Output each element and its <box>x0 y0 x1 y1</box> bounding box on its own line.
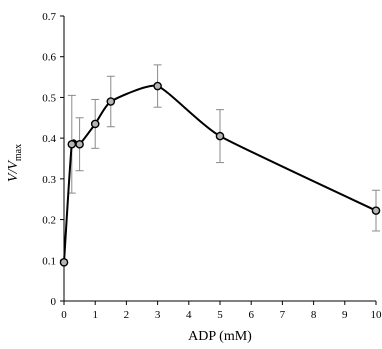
y-ticks: 0 0.1 0.2 0.3 0.4 0.5 0.6 0.7 <box>42 11 64 308</box>
y-axis-title-main: V/V <box>6 160 21 182</box>
x-tick-label: 1 <box>92 309 98 321</box>
y-tick-label: 0.2 <box>42 215 56 227</box>
x-axis: 0 1 2 3 4 5 6 7 8 9 10 <box>61 300 382 321</box>
y-tick-label: 0.4 <box>42 133 56 145</box>
x-tick-label: 5 <box>217 309 223 321</box>
x-ticks: 0 1 2 3 4 5 6 7 8 9 10 <box>61 301 382 321</box>
x-tick-label: 8 <box>311 309 317 321</box>
x-tick-label: 2 <box>124 309 130 321</box>
y-tick-label: 0 <box>51 296 57 308</box>
error-bars <box>67 64 380 232</box>
data-points <box>59 81 381 267</box>
x-axis-title: ADP (mM) <box>188 329 252 344</box>
x-tick-label: 9 <box>342 309 348 321</box>
data-point <box>67 139 77 149</box>
x-tick-label: 0 <box>61 309 67 321</box>
data-point <box>371 206 381 215</box>
y-tick-label: 0.6 <box>42 52 56 64</box>
data-point <box>75 139 84 149</box>
y-tick-label: 0.5 <box>42 92 56 104</box>
x-tick-label: 3 <box>155 309 161 321</box>
x-tick-label: 4 <box>186 309 192 321</box>
data-point <box>106 97 116 106</box>
data-point <box>215 131 225 141</box>
x-tick-label: 7 <box>280 309 286 321</box>
data-point <box>90 119 100 129</box>
x-tick-label: 6 <box>248 309 254 321</box>
plot-area <box>59 64 381 267</box>
data-point <box>153 81 162 91</box>
y-axis-title-subscript: max <box>13 144 24 161</box>
y-tick-label: 0.1 <box>42 255 56 267</box>
y-tick-label: 0.3 <box>42 174 56 186</box>
data-point <box>59 258 69 267</box>
x-tick-label: 10 <box>371 309 382 321</box>
y-axis-title: V/Vmax <box>6 144 24 182</box>
y-tick-label: 0.7 <box>42 11 56 23</box>
